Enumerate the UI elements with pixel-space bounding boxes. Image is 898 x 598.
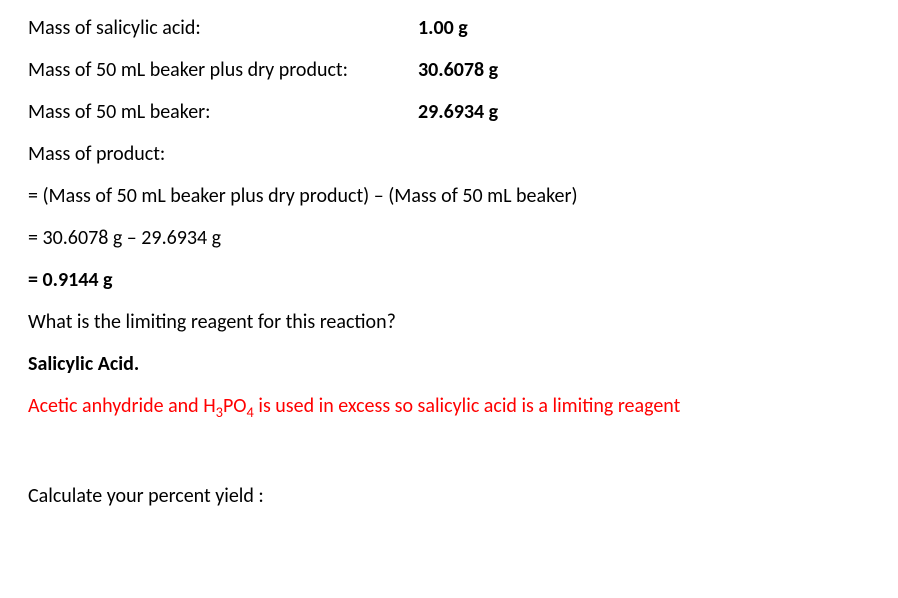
explanation-part: Acetic anhydride and H bbox=[28, 394, 216, 418]
subscript: 4 bbox=[247, 403, 254, 421]
data-row: Mass of 50 mL beaker plus dry product: 3… bbox=[28, 60, 870, 80]
row-value: 29.6934 g bbox=[418, 102, 498, 122]
question-limiting-reagent: What is the limiting reagent for this re… bbox=[28, 312, 870, 332]
explanation-part: is used in excess so salicylic acid is a… bbox=[254, 394, 680, 418]
calc-result: = 0.9144 g bbox=[28, 270, 870, 290]
row-label: Mass of salicylic acid: bbox=[28, 18, 418, 38]
spacing bbox=[28, 438, 870, 486]
row-value: 1.00 g bbox=[418, 18, 468, 38]
calc-substitution: = 30.6078 g – 29.6934 g bbox=[28, 228, 870, 248]
data-row: Mass of 50 mL beaker: 29.6934 g bbox=[28, 102, 870, 122]
row-label: Mass of 50 mL beaker: bbox=[28, 102, 418, 122]
answer-limiting-reagent: Salicylic Acid. bbox=[28, 354, 870, 374]
row-value: 30.6078 g bbox=[418, 60, 498, 80]
explanation-text: Acetic anhydride and H3PO4 is used in ex… bbox=[28, 396, 870, 416]
calc-formula: = (Mass of 50 mL beaker plus dry product… bbox=[28, 186, 870, 206]
calc-heading: Mass of product: bbox=[28, 144, 870, 164]
subscript: 3 bbox=[216, 403, 223, 421]
explanation-part: PO bbox=[223, 394, 247, 418]
row-label: Mass of 50 mL beaker plus dry product: bbox=[28, 60, 418, 80]
document-page: Mass of salicylic acid: 1.00 g Mass of 5… bbox=[0, 0, 898, 506]
question-percent-yield: Calculate your percent yield : bbox=[28, 486, 870, 506]
data-row: Mass of salicylic acid: 1.00 g bbox=[28, 18, 870, 38]
